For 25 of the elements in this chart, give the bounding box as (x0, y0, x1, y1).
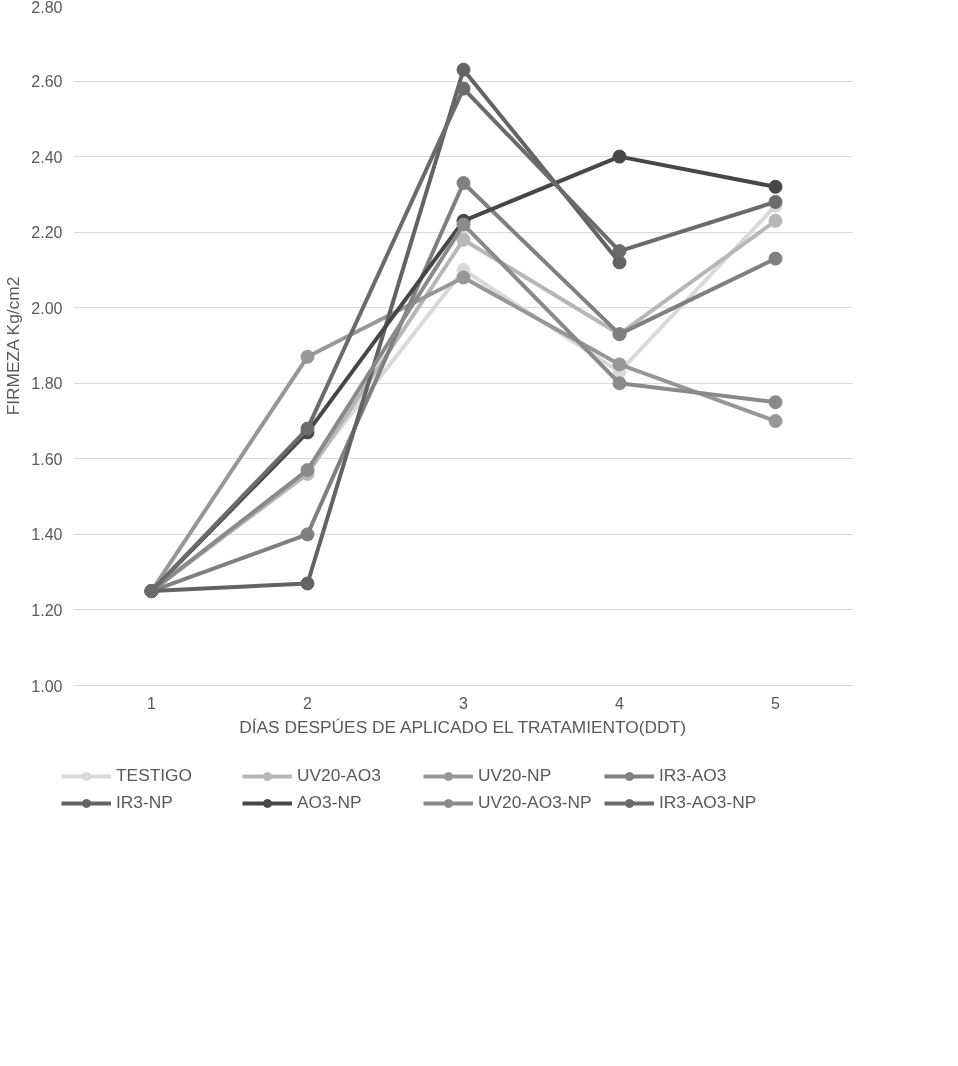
legend-label: UV20-NP (478, 765, 553, 786)
legend-label: UV20-AO3-NP (478, 792, 593, 813)
y-tick-label: 1.20 (31, 601, 63, 619)
legend-label: IR3-AO3 (659, 765, 728, 786)
legend-label: UV20-AO3 (297, 765, 382, 786)
x-tick-label: 5 (771, 694, 781, 712)
legend-label: IR3-AO3-NP (659, 792, 758, 813)
legend-label: AO3-NP (297, 792, 363, 813)
x-tick-label: 1 (147, 694, 157, 712)
x-tick-label: 3 (459, 694, 469, 712)
x-tick-label: 4 (615, 694, 625, 712)
y-tick-label: 2.40 (31, 148, 63, 166)
y-tick-label: 2.60 (31, 73, 63, 91)
x-tick-label: 2 (303, 694, 313, 712)
legend-label: TESTIGO (116, 765, 194, 786)
y-tick-label: 2.00 (31, 299, 63, 317)
y-tick-label: 1.00 (31, 677, 63, 695)
y-tick-label: 1.40 (31, 526, 63, 544)
y-tick-label: 2.80 (31, 0, 63, 16)
y-tick-label: 1.80 (31, 375, 63, 393)
y-tick-label: 2.20 (31, 224, 63, 242)
x-axis-title: DÍAS DESPÚES DE APLICADO EL TRATAMIENTO(DDT) (239, 716, 686, 737)
legend-label: IR3-NP (116, 792, 174, 813)
y-axis-title: FIRMEZA Kg/cm2 (3, 276, 24, 416)
y-tick-label: 1.60 (31, 450, 63, 468)
